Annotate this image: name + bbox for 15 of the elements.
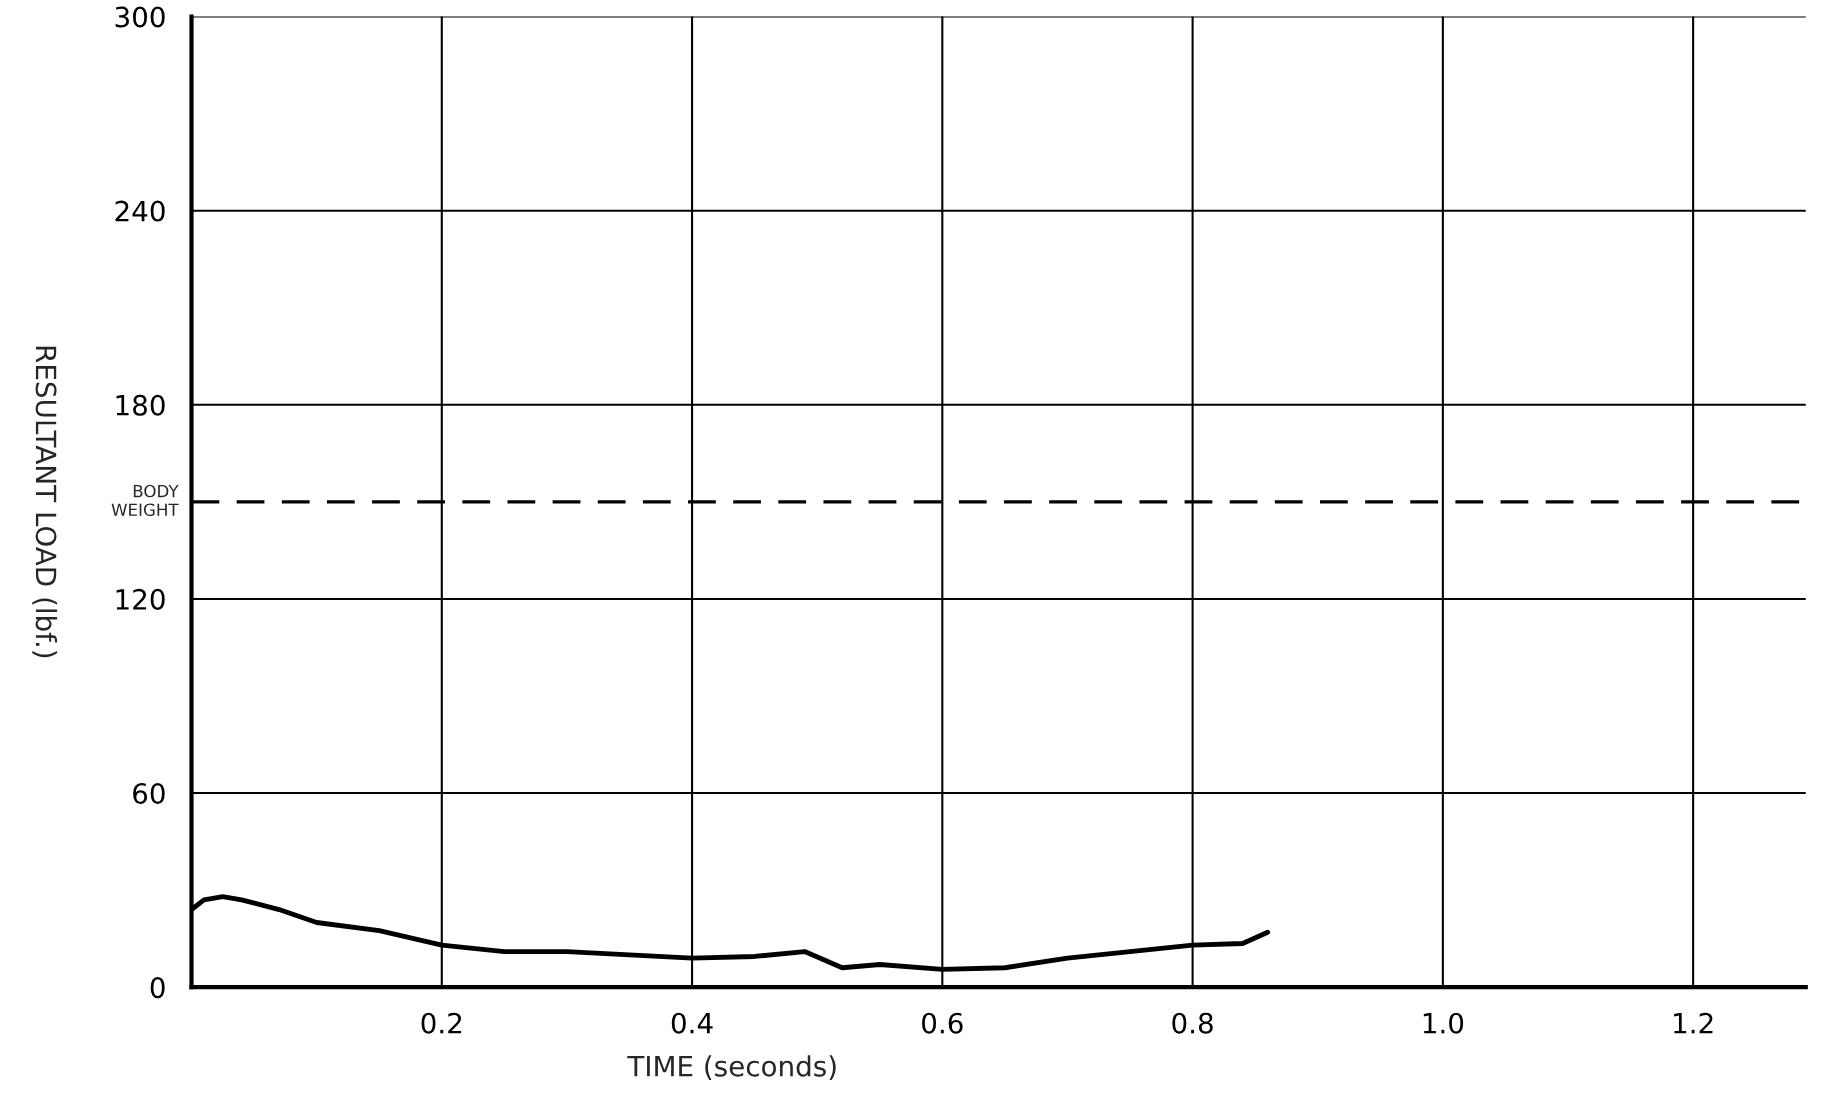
x-tick-label: 1.2 <box>1674 1012 1713 1034</box>
y-tick-label: 0 <box>150 977 165 999</box>
x-axis-title: TIME (seconds) <box>627 1055 836 1080</box>
x-tick-label: 1.0 <box>1423 1012 1464 1034</box>
y-axis-title: RESULTANT LOAD (lbf.) <box>32 346 58 658</box>
y-tick-label: 240 <box>115 200 165 222</box>
y-tick-label: 120 <box>116 588 165 610</box>
y-tick-label: 180 <box>116 394 165 416</box>
y-tick-label: 60 <box>133 782 165 805</box>
x-tick-label: 0.4 <box>671 1012 713 1034</box>
x-tick-label: 0.8 <box>1172 1012 1213 1034</box>
x-tick-label: 0.2 <box>421 1012 462 1034</box>
y-tick-label: 300 <box>115 6 165 28</box>
x-tick-label: 0.6 <box>922 1012 963 1034</box>
ref-line-label: BODY WEIGHT <box>111 484 179 517</box>
